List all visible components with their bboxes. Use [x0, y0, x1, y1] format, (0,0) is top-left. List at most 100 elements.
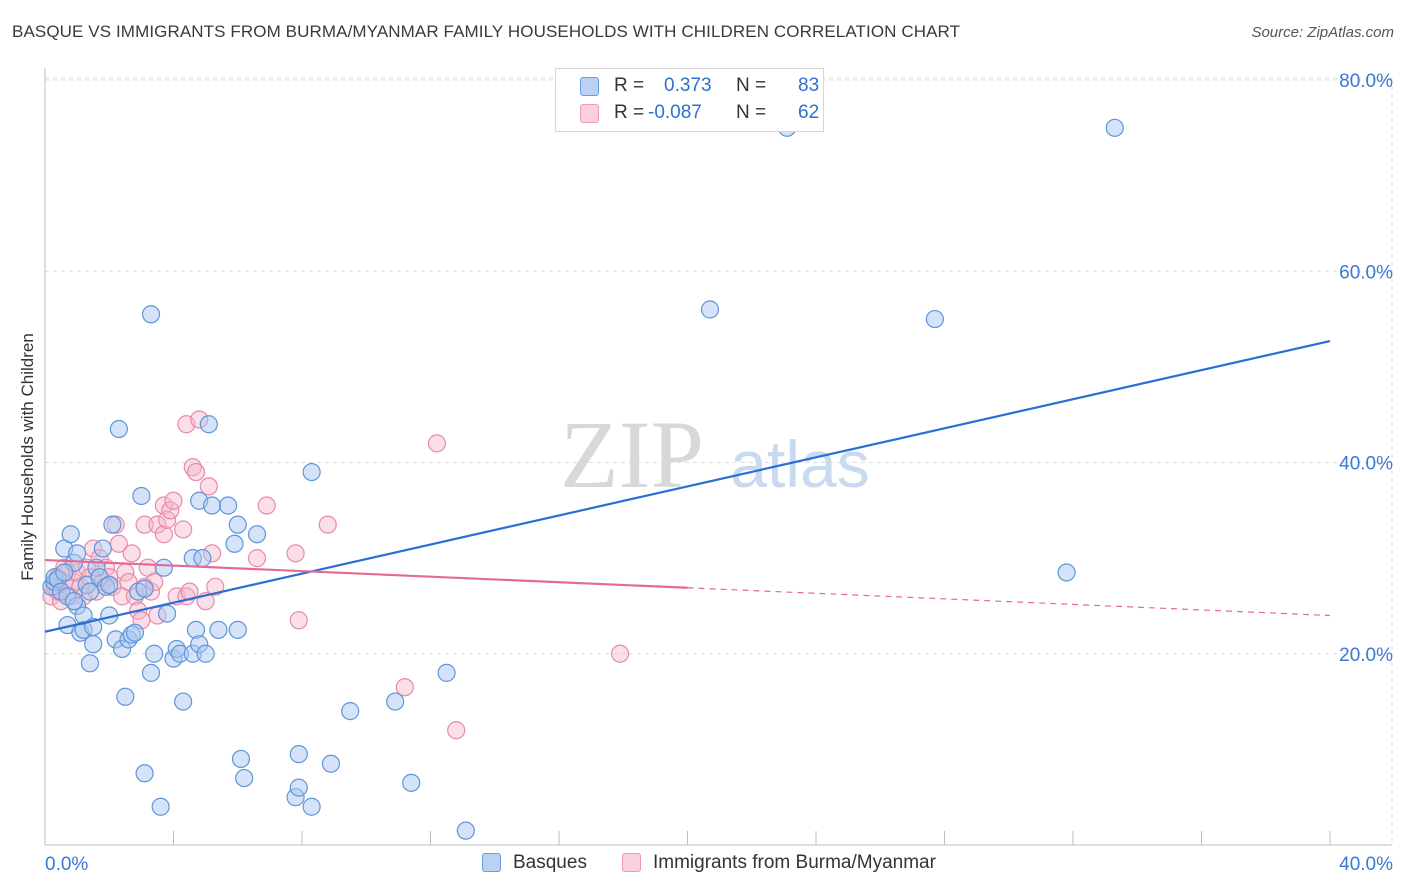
basque-point: [80, 582, 100, 601]
basque-point: [925, 309, 944, 329]
legend-swatch-basque: [580, 77, 599, 96]
basque-point: [289, 778, 308, 797]
burma-point: [247, 549, 267, 568]
basque-point: [100, 575, 119, 595]
basque-point: [209, 620, 228, 639]
burma-point: [199, 477, 218, 496]
basque-point: [135, 579, 154, 598]
basque-point: [289, 745, 308, 764]
source-label: Source: ZipAtlas.com: [1251, 24, 1394, 41]
basque-point: [109, 419, 128, 439]
basque-point: [302, 462, 321, 482]
legend-r-burma: -0.087: [648, 102, 702, 123]
basque-point: [196, 644, 215, 663]
bottom-legend-swatch-burma: [622, 853, 641, 872]
burma-point: [427, 434, 447, 453]
legend-n-label: N =: [736, 75, 767, 96]
y-tick-label: 40.0%: [1339, 454, 1393, 475]
x-tick-label: 40.0%: [1339, 854, 1393, 875]
chart-title: BASQUE VS IMMIGRANTS FROM BURMA/MYANMAR …: [12, 22, 961, 41]
basque-point: [141, 663, 161, 682]
axes: [44, 68, 1392, 846]
burma-trend-line: [44, 558, 688, 589]
basque-point: [202, 496, 222, 515]
burma-point: [161, 501, 180, 520]
legend-swatch-burma: [580, 104, 599, 123]
basque-point: [700, 300, 720, 319]
burma-point: [148, 515, 167, 534]
burma-point: [154, 525, 173, 544]
burma-point: [286, 544, 305, 563]
y-tick-label: 20.0%: [1339, 645, 1393, 666]
basque-point: [84, 635, 103, 654]
basque-point: [199, 415, 218, 434]
basque-point: [93, 539, 112, 558]
basque-point: [132, 486, 151, 506]
burma-point: [318, 515, 337, 534]
basque-point: [225, 534, 244, 553]
legend-n-basque: 83: [798, 75, 820, 96]
bottom-legend-label-burma: Immigrants from Burma/Myanmar: [653, 852, 936, 873]
basque-point: [135, 764, 154, 783]
basque-point: [386, 692, 405, 711]
basque-point: [341, 702, 360, 721]
basque-point: [456, 821, 475, 840]
burma-point: [257, 496, 276, 515]
basque-point: [157, 604, 177, 623]
burma-point: [610, 644, 630, 663]
y-tick-label: 80.0%: [1339, 71, 1393, 92]
y-tick-labels: 20.0% 40.0% 60.0% 80.0%: [1339, 71, 1393, 666]
basque-point: [193, 549, 212, 568]
basque-point: [64, 592, 84, 611]
basque-point: [103, 515, 122, 534]
basque-point: [145, 644, 164, 663]
basque-point: [1105, 118, 1124, 137]
basque-point: [125, 623, 145, 642]
basque-point: [154, 558, 173, 577]
basque-point: [55, 563, 74, 582]
basque-point: [1057, 563, 1076, 582]
basque-point: [174, 692, 193, 711]
basque-point: [116, 687, 135, 706]
y-tick-label: 60.0%: [1339, 262, 1393, 283]
burma-point: [164, 491, 183, 510]
bottom-legend-swatch-basque: [482, 853, 501, 872]
trend-lines: [44, 339, 1331, 633]
basque-point: [302, 797, 321, 816]
x-tick-label: 0.0%: [45, 854, 88, 875]
watermark: ZIP atlas: [560, 401, 870, 508]
basque-point: [61, 525, 80, 544]
basque-point: [235, 768, 254, 788]
x-tick-labels: 0.0% 40.0%: [45, 854, 1393, 875]
basque-point: [247, 525, 267, 544]
watermark-atlas: atlas: [730, 427, 869, 501]
legend-n-label: N =: [736, 102, 767, 123]
y-axis-label: Family Households with Children: [18, 333, 37, 581]
burma-point: [122, 544, 141, 563]
basque-point: [402, 773, 421, 792]
legend-n-burma: 62: [798, 102, 820, 123]
basque-point: [68, 544, 87, 563]
basque-point: [228, 620, 247, 639]
basque-point: [437, 663, 456, 682]
gridlines: [45, 77, 1393, 845]
basque-point: [321, 754, 341, 773]
basque-trend-line: [44, 339, 1331, 633]
basque-point: [231, 749, 251, 769]
burma-point: [135, 515, 154, 534]
legend-r-label: R =: [614, 75, 645, 96]
legend-r-basque: 0.373: [664, 75, 712, 96]
basque-point: [228, 515, 247, 534]
burma-point: [206, 577, 225, 596]
correlation-legend: R = 0.373 N = 83 R = -0.087 N = 62: [555, 68, 824, 132]
burma-point: [289, 611, 308, 630]
burma-point: [174, 520, 193, 539]
burma-point: [447, 721, 466, 740]
bottom-legend-label-basque: Basques: [513, 852, 587, 873]
basque-point: [151, 797, 170, 816]
watermark-zip: ZIP: [560, 401, 704, 508]
burma-point: [186, 462, 206, 482]
basque-point: [141, 305, 161, 324]
legend-r-label: R =: [614, 102, 645, 123]
